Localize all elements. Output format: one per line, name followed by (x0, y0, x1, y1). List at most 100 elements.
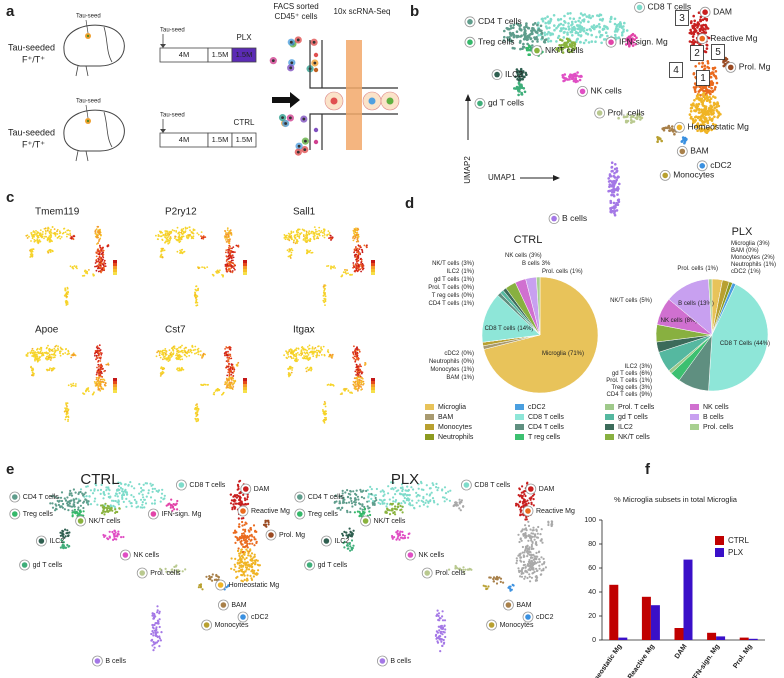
cell-point (573, 44, 576, 48)
cell-point (707, 66, 711, 70)
cell-point (528, 45, 531, 48)
cell-point (135, 500, 138, 503)
cell-point (301, 346, 304, 348)
cell-point (591, 14, 594, 18)
cluster-label: BAM (690, 146, 708, 156)
cell-point (72, 382, 75, 385)
cell-point (693, 88, 697, 91)
cell-point (45, 230, 47, 233)
cell-point (73, 503, 76, 506)
cell-point (30, 351, 32, 354)
cell-point (62, 530, 65, 533)
cell-point (103, 261, 105, 264)
cell-point (234, 268, 236, 271)
cell-point (107, 492, 110, 495)
cell-point (692, 24, 695, 28)
cell-point (445, 498, 448, 501)
facs-label: CD45⁺ cells (275, 12, 318, 21)
pie-label-name: Prol. cells (542, 269, 568, 275)
cell-point (615, 209, 619, 212)
cell-point (175, 357, 178, 360)
cell-point (227, 365, 229, 368)
cell-point (122, 535, 125, 539)
cell-point (614, 163, 617, 166)
cell-point (227, 379, 229, 381)
cell-point (232, 375, 235, 377)
cell-point (265, 523, 268, 526)
cell-point (251, 535, 254, 538)
cell-point (287, 255, 290, 258)
cell-point (634, 42, 637, 46)
cell-point (116, 488, 119, 491)
cell-point (152, 627, 155, 630)
cell-point (243, 523, 246, 526)
label-dot (477, 100, 483, 107)
color-scale (243, 378, 247, 381)
pie-label-value: (3%) (529, 253, 542, 259)
cell-point (59, 496, 63, 499)
cell-point (97, 349, 99, 352)
cell-point (312, 355, 315, 358)
cell-nucleus (296, 150, 300, 154)
cell-point (170, 498, 173, 501)
cell-point (713, 88, 717, 91)
cell-point (139, 506, 142, 509)
cell-point (95, 354, 98, 357)
cell-point (607, 189, 610, 193)
oil-inlet (346, 40, 362, 150)
cell-point (710, 86, 713, 90)
cell-point (59, 346, 62, 349)
color-scale (371, 269, 375, 272)
cell-point (128, 500, 131, 503)
cell-point (704, 130, 707, 134)
cell-nucleus (284, 122, 288, 125)
cell-point (291, 249, 294, 252)
cell-point (175, 354, 177, 357)
cell-point (97, 260, 100, 262)
cell-point (570, 20, 574, 24)
cell-point (249, 558, 253, 561)
cell-point (174, 235, 177, 238)
cell-point (54, 349, 56, 351)
cell-point (704, 120, 707, 123)
cell-point (184, 226, 187, 229)
cell-point (324, 284, 327, 287)
cell-point (183, 347, 186, 350)
cell-point (160, 250, 163, 253)
cell-point (609, 201, 613, 204)
cell-point (224, 354, 227, 357)
droplet-cell (368, 97, 376, 105)
cell-point (715, 105, 718, 109)
cell-point (240, 534, 243, 537)
cell-point (196, 348, 199, 351)
timeline-label: 4M (179, 50, 189, 59)
cell-point (111, 530, 114, 534)
cell-point (503, 35, 506, 39)
cell-point (64, 294, 67, 296)
cell-point (331, 357, 333, 359)
cell-point (197, 586, 200, 589)
cell-point (99, 261, 101, 264)
cell-point (51, 502, 54, 505)
cell-point (228, 373, 231, 376)
cell-point (345, 387, 348, 390)
cell-point (347, 389, 350, 392)
cell-point (238, 525, 241, 529)
cell-point (235, 536, 238, 539)
cell-point (562, 36, 566, 39)
cell-point (229, 502, 233, 505)
cell-point (53, 228, 56, 231)
cell-point (618, 182, 621, 186)
cell-point (703, 111, 706, 115)
pie-label: NK/T cells (3%) (432, 261, 474, 267)
cell-point (692, 72, 696, 75)
cell-point (31, 349, 33, 352)
legend-swatch (605, 424, 614, 430)
cell-point (62, 533, 65, 536)
cell-point (567, 38, 570, 41)
cell-point (202, 353, 205, 356)
cell-point (97, 363, 100, 366)
cluster-label: Prol. Mg (739, 62, 771, 72)
cell-point (420, 499, 423, 502)
